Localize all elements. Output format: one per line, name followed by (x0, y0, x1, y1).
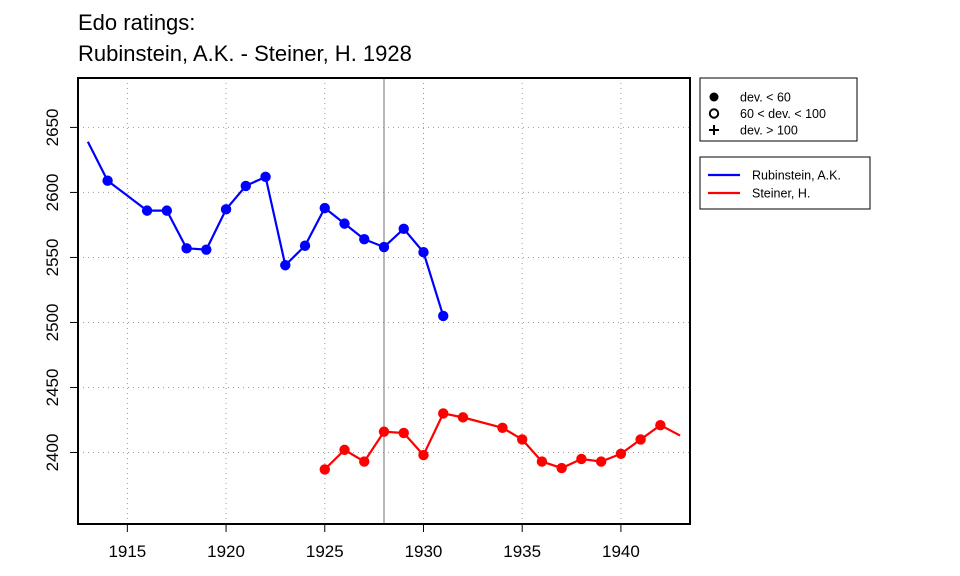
y-tick-label: 2550 (43, 239, 62, 277)
legend-label: Steiner, H. (752, 187, 810, 201)
data-point (635, 434, 646, 445)
x-tick-label: 1925 (306, 542, 344, 561)
legend-label: dev. > 100 (740, 124, 798, 138)
y-tick-label: 2650 (43, 108, 62, 146)
data-point (398, 223, 409, 235)
symbol-legend: dev. < 60 60 < dev. < 100 dev. > 100 (699, 77, 858, 142)
data-point (359, 234, 370, 245)
data-point (615, 448, 627, 459)
series-1 (319, 408, 681, 475)
data-point (201, 244, 212, 255)
data-point (418, 449, 429, 461)
data-point (339, 218, 350, 229)
x-tick-label: 1915 (108, 542, 146, 561)
data-point (378, 426, 390, 437)
data-point (240, 180, 252, 192)
data-point (280, 260, 291, 271)
data-point (516, 434, 528, 445)
x-tick-label: 1920 (207, 542, 245, 561)
legend-label: Rubinstein, A.K. (752, 169, 841, 183)
series-layer (86, 141, 681, 475)
data-point (339, 444, 350, 456)
series-line (324, 412, 681, 471)
data-point (457, 412, 469, 423)
data-point (378, 241, 390, 253)
series-0 (86, 141, 449, 322)
data-point (536, 456, 548, 467)
chart-title-line-2: Rubinstein, A.K. - Steiner, H. 1928 (78, 41, 412, 66)
data-point (102, 175, 113, 186)
chart-title-line-1: Edo ratings: (78, 10, 195, 35)
data-point (438, 408, 449, 419)
y-tick-label: 2500 (43, 304, 62, 342)
data-point (319, 464, 330, 475)
data-point (556, 462, 567, 474)
series-line (86, 141, 445, 317)
y-tick-label: 2450 (43, 369, 62, 407)
legend-symbol-plus (709, 125, 719, 135)
legend-symbol-filled-circle (709, 92, 719, 102)
x-tick-label: 1930 (405, 542, 443, 561)
data-point (497, 422, 508, 433)
series-legend-box (699, 156, 871, 210)
data-point (299, 240, 311, 251)
data-point (438, 310, 449, 322)
data-point (595, 456, 607, 467)
legend-symbol-open-circle (708, 108, 720, 119)
x-tick-label: 1940 (602, 542, 640, 561)
data-point (260, 171, 271, 183)
data-point (359, 456, 370, 467)
data-point (576, 453, 587, 465)
data-point (319, 202, 330, 214)
symbol-legend-box (699, 77, 858, 142)
y-axis: 2400 2450 2500 2550 2600 2650 (43, 108, 79, 472)
y-tick-label: 2600 (43, 174, 62, 212)
data-point (418, 247, 429, 258)
legend-label: dev. < 60 (740, 91, 791, 105)
data-point (655, 419, 666, 431)
data-point (220, 204, 232, 215)
data-point (161, 205, 173, 216)
x-axis: 1915 1920 1925 1930 1935 1940 (108, 523, 640, 561)
data-point (398, 427, 409, 439)
x-tick-label: 1935 (503, 542, 541, 561)
legend-label: 60 < dev. < 100 (740, 107, 826, 121)
y-tick-label: 2400 (43, 434, 62, 472)
data-point (141, 205, 153, 216)
series-legend: Rubinstein, A.K. Steiner, H. (699, 156, 871, 210)
data-point (181, 243, 192, 254)
